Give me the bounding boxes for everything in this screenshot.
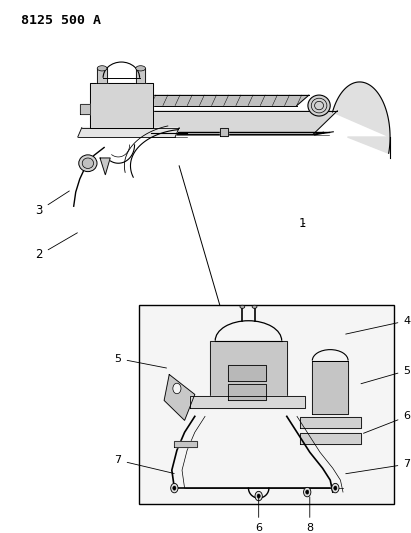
Polygon shape bbox=[228, 365, 266, 381]
Text: 6: 6 bbox=[255, 497, 262, 533]
Text: 8: 8 bbox=[306, 497, 313, 533]
Text: 5: 5 bbox=[361, 366, 410, 384]
Polygon shape bbox=[100, 158, 110, 175]
Polygon shape bbox=[332, 82, 390, 154]
Polygon shape bbox=[90, 83, 153, 127]
Circle shape bbox=[306, 490, 309, 494]
Polygon shape bbox=[312, 361, 348, 414]
Text: 2: 2 bbox=[35, 233, 77, 262]
Polygon shape bbox=[300, 417, 361, 429]
Polygon shape bbox=[134, 95, 309, 106]
Circle shape bbox=[334, 486, 337, 490]
Circle shape bbox=[255, 491, 262, 501]
Text: 4: 4 bbox=[346, 316, 411, 334]
Text: 1: 1 bbox=[299, 217, 307, 230]
Text: 3: 3 bbox=[35, 191, 69, 217]
Polygon shape bbox=[97, 68, 107, 83]
Text: 7: 7 bbox=[346, 459, 411, 474]
Polygon shape bbox=[174, 441, 197, 447]
Circle shape bbox=[171, 483, 178, 493]
Polygon shape bbox=[228, 384, 266, 400]
Ellipse shape bbox=[97, 66, 107, 71]
Circle shape bbox=[304, 487, 311, 497]
Polygon shape bbox=[78, 127, 179, 137]
Ellipse shape bbox=[252, 305, 257, 309]
Ellipse shape bbox=[308, 95, 330, 116]
Ellipse shape bbox=[82, 158, 94, 168]
Circle shape bbox=[173, 383, 181, 394]
Polygon shape bbox=[190, 397, 305, 408]
Polygon shape bbox=[220, 127, 228, 136]
Polygon shape bbox=[210, 341, 287, 405]
Text: 6: 6 bbox=[363, 411, 410, 433]
Polygon shape bbox=[300, 433, 361, 445]
Polygon shape bbox=[80, 104, 90, 115]
Circle shape bbox=[173, 486, 176, 490]
Bar bbox=[139, 305, 394, 504]
Polygon shape bbox=[86, 111, 337, 134]
Ellipse shape bbox=[136, 66, 145, 71]
Circle shape bbox=[332, 483, 339, 493]
Text: 8125 500 A: 8125 500 A bbox=[21, 14, 101, 27]
Circle shape bbox=[257, 494, 260, 498]
Polygon shape bbox=[136, 68, 145, 83]
Text: 5: 5 bbox=[115, 353, 166, 368]
Ellipse shape bbox=[79, 155, 97, 172]
Ellipse shape bbox=[240, 305, 245, 309]
Polygon shape bbox=[164, 375, 195, 421]
Text: 7: 7 bbox=[115, 455, 174, 473]
